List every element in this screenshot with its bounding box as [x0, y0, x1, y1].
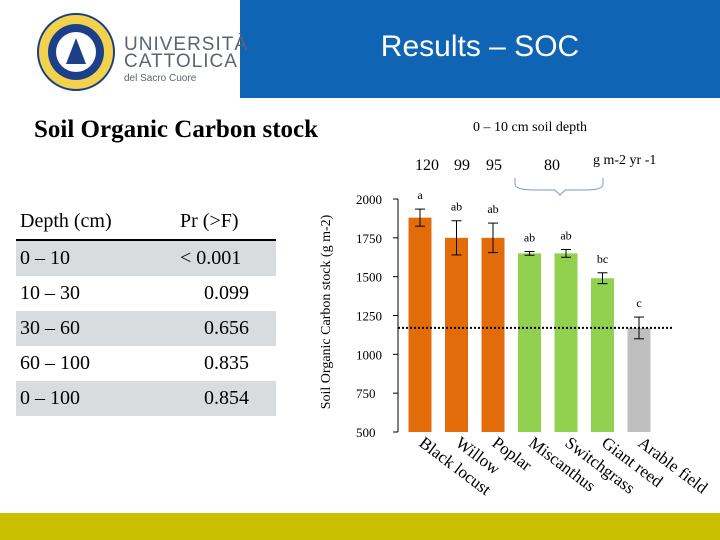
top-number: 120 — [415, 157, 439, 174]
y-tick-label: 1250 — [356, 309, 382, 324]
significance-letter: bc — [597, 252, 608, 266]
y-axis-label: Soil Organic Carbon stock (g m-2) — [319, 214, 334, 409]
group-bracket — [514, 178, 604, 196]
top-number: 95 — [486, 157, 502, 174]
anova-table: Depth (cm) Pr (>F) 0 – 10 < 0.001 10 – 3… — [16, 203, 276, 416]
table-cell-depth: 0 – 100 — [20, 387, 80, 409]
soc-bar-chart: 2000 1750 1500 1250 1000 750 500 Soil Organic C… — [319, 120, 712, 499]
university-name: UNIVERSITÀ CATTOLICA del Sacro Cuore — [124, 34, 249, 87]
page-title: Results – SOC — [380, 30, 580, 63]
bar — [481, 237, 505, 432]
table-cell-depth: 10 – 30 — [20, 282, 80, 304]
chart-title: 0 – 10 cm soil depth — [473, 120, 587, 135]
significance-letter: ab — [560, 228, 571, 242]
bar — [518, 253, 541, 432]
top-number: 99 — [454, 157, 470, 174]
header-bar — [240, 0, 720, 98]
table-cell-depth: 30 – 60 — [20, 317, 80, 339]
table-header-depth: Depth (cm) — [20, 209, 112, 232]
table-row: 10 – 30 0.099 — [16, 276, 276, 311]
significance-letter: c — [636, 296, 641, 310]
table-row: 0 – 100 0.854 — [16, 381, 276, 416]
table-cell-pr: 0.835 — [204, 352, 249, 374]
table-cell-pr: 0.656 — [204, 317, 249, 339]
table-header-row: Depth (cm) Pr (>F) — [16, 203, 276, 241]
table-cell-pr: 0.099 — [204, 282, 249, 304]
university-line1: UNIVERSITÀ — [124, 34, 249, 55]
bar — [627, 327, 651, 432]
university-line3: del Sacro Cuore — [124, 73, 197, 84]
bar — [445, 237, 468, 432]
y-tick-label: 750 — [356, 386, 376, 401]
bar — [591, 278, 614, 432]
y-tick-label: 500 — [356, 425, 376, 440]
table-row: 60 – 100 0.835 — [16, 346, 276, 381]
significance-letter: ab — [524, 231, 535, 245]
table-cell-depth: 0 – 10 — [20, 247, 70, 269]
bottom-bar — [0, 513, 720, 540]
table-cell-pr: < 0.001 — [180, 247, 242, 269]
university-seal-icon — [37, 13, 115, 91]
y-tick-label: 1000 — [356, 347, 382, 362]
table-header-pr: Pr (>F) — [180, 209, 239, 232]
y-tick-label: 1500 — [356, 270, 382, 285]
table-row: 0 – 10 < 0.001 — [16, 241, 276, 276]
y-tick-label: 1750 — [356, 231, 382, 246]
y-tick-label: 2000 — [356, 192, 382, 207]
university-line2: CATTOLICA — [124, 51, 238, 72]
unit-label: g m-2 yr -1 — [593, 153, 656, 168]
bar — [554, 253, 578, 432]
table-cell-depth: 60 – 100 — [20, 352, 90, 374]
table-row: 30 – 60 0.656 — [16, 311, 276, 346]
significance-letter: ab — [451, 200, 462, 214]
table-cell-pr: 0.854 — [204, 387, 249, 409]
top-number: 80 — [544, 157, 560, 174]
significance-letter: ab — [487, 202, 498, 216]
significance-letter: a — [417, 188, 423, 202]
section-title: Soil Organic Carbon stock — [34, 116, 319, 143]
bar — [408, 217, 432, 432]
